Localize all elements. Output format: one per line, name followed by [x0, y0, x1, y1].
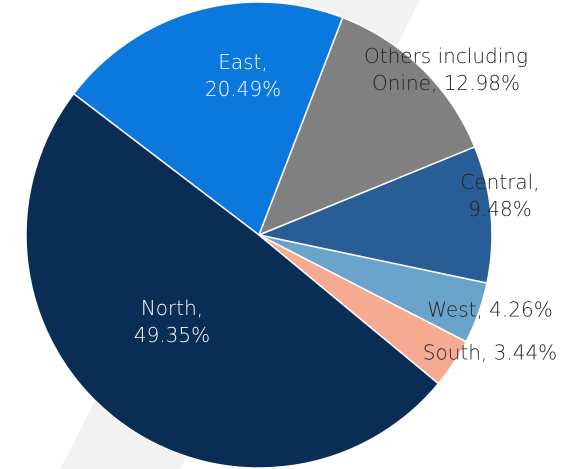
value-label: 12.98% [443, 71, 520, 95]
category-label: East, [218, 50, 268, 74]
value-label: 4.26% [489, 297, 553, 322]
pie-slice [257, 16, 476, 237]
pie-slice [25, 92, 440, 469]
data-label: West, 4.26% [390, 297, 584, 324]
value-label: 20.49% [204, 77, 282, 101]
data-label: South, 3.44% [390, 340, 584, 367]
category-label: Central, [460, 170, 540, 194]
value-label: 3.44% [493, 340, 558, 365]
category-label: Others including Onine, [364, 44, 528, 95]
data-label: North, 49.35% [117, 295, 227, 349]
pie-slice [72, 1, 344, 237]
data-label: East, 20.49% [188, 49, 298, 103]
value-label: 9.48% [468, 197, 532, 221]
data-label: Others including Onine, 12.98% [331, 43, 561, 97]
data-label: Central, 9.48% [445, 169, 555, 223]
pie-slice [256, 145, 493, 285]
category-label: North, [140, 296, 204, 320]
category-label: West, [427, 297, 483, 322]
category-label: South, [422, 340, 488, 365]
value-label: 49.35% [133, 323, 211, 347]
